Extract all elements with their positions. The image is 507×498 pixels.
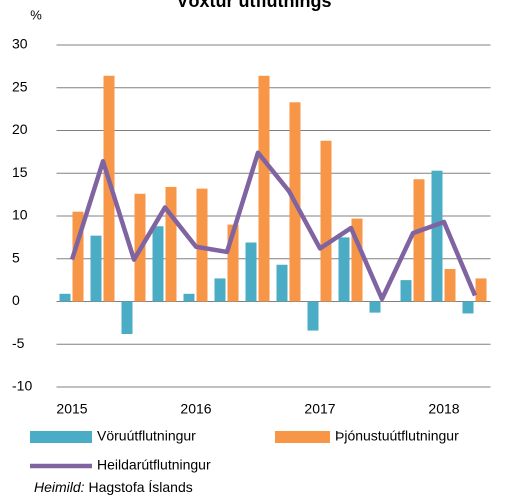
bar <box>165 186 177 302</box>
y-axis-label: % <box>30 7 42 22</box>
y-tick-label: 20 <box>12 121 28 137</box>
bar <box>462 301 474 314</box>
bar <box>276 264 288 302</box>
bar <box>307 301 319 331</box>
legend-swatch <box>275 431 330 443</box>
bar <box>320 140 332 302</box>
y-tick-label: 5 <box>12 249 20 265</box>
y-tick-label: -10 <box>12 378 32 394</box>
legend-swatch <box>30 431 92 443</box>
source-label: Heimild: <box>34 479 85 495</box>
bar <box>369 301 381 313</box>
source: Heimild: Hagstofa Íslands <box>34 479 193 495</box>
y-tick-label: 10 <box>12 207 28 223</box>
x-tick-label: 2015 <box>56 401 87 417</box>
bar <box>214 278 226 302</box>
bar <box>121 301 133 334</box>
bar <box>400 280 412 302</box>
bar <box>59 293 71 302</box>
y-tick-label: -5 <box>12 335 25 351</box>
bar <box>227 224 239 302</box>
bar <box>183 293 195 302</box>
y-tick-label: 30 <box>12 36 28 52</box>
y-tick-label: 15 <box>12 164 28 180</box>
bar <box>152 226 164 302</box>
x-tick-label: 2018 <box>428 401 459 417</box>
bar <box>245 242 257 302</box>
source-text: Hagstofa Íslands <box>88 479 192 495</box>
bar <box>90 235 102 302</box>
x-tick-label: 2017 <box>304 401 335 417</box>
bar <box>351 218 363 302</box>
legend-label: Heildarútflutningur <box>97 457 211 473</box>
bar <box>196 188 208 302</box>
bar <box>444 269 456 302</box>
bar <box>413 179 425 302</box>
bar <box>103 75 115 302</box>
legend-label: Vöruútflutningur <box>97 428 196 444</box>
y-tick-label: 25 <box>12 78 28 94</box>
chart-title: Vöxtur útflutnings <box>177 0 332 11</box>
bar <box>72 211 84 302</box>
bar <box>338 237 350 302</box>
legend-label: Þjónustuútflutningur <box>335 428 459 444</box>
bar <box>475 278 487 302</box>
x-tick-label: 2016 <box>180 401 211 417</box>
y-tick-label: 0 <box>12 292 20 308</box>
line <box>69 150 478 302</box>
bar <box>258 75 270 302</box>
bar <box>431 170 443 302</box>
